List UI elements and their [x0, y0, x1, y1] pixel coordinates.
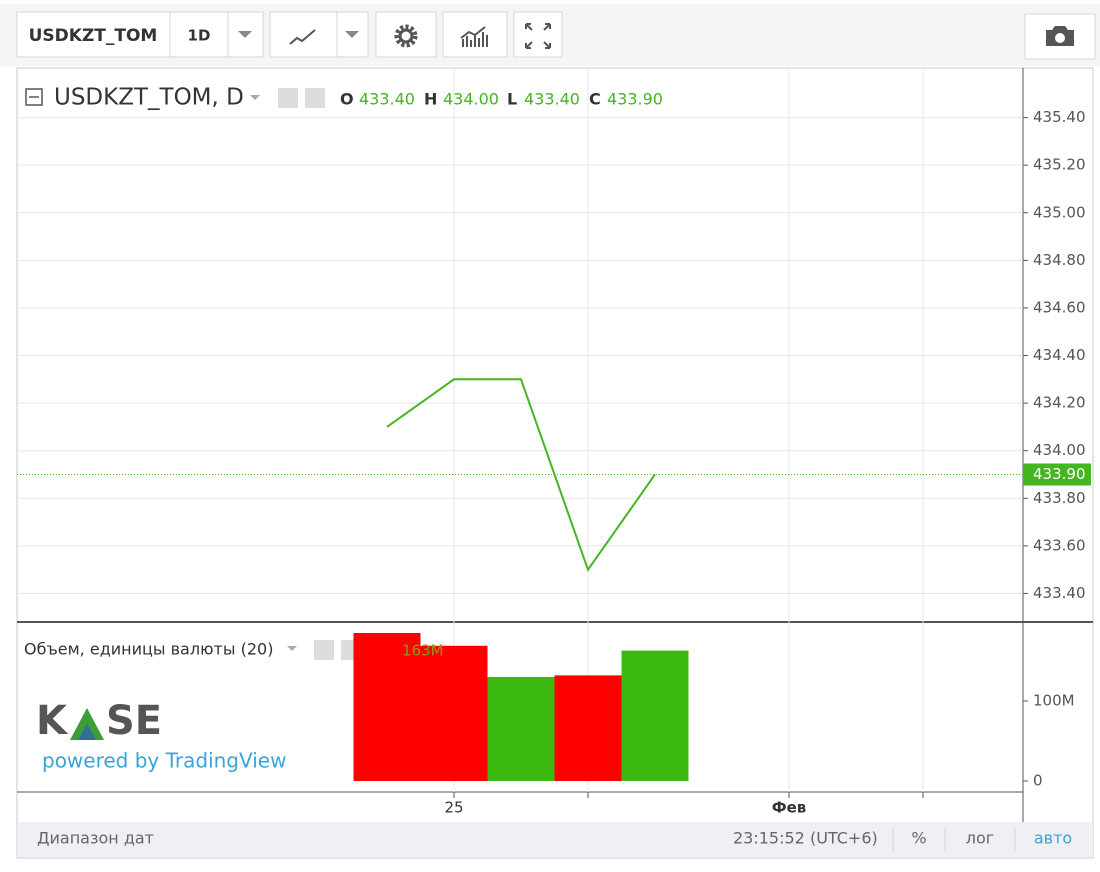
interval: 1D	[188, 27, 211, 45]
volume-bar	[353, 633, 421, 781]
ohlc-letter: L	[507, 90, 517, 109]
camera-lens	[1055, 33, 1065, 43]
fullscreen-button[interactable]	[513, 11, 563, 58]
ohlc-value: 433.40	[524, 90, 580, 109]
logo-text: K	[36, 698, 69, 744]
auto-toggle[interactable]: авто	[1034, 829, 1072, 848]
date-range[interactable]: Диапазон дат	[37, 829, 154, 848]
last-price-label: 433.90	[1033, 465, 1086, 483]
y-tick-label: 434.00	[1033, 441, 1086, 459]
ohlc-value: 434.00	[443, 90, 499, 109]
y-tick-label: 433.60	[1033, 536, 1086, 554]
volume-bar	[621, 650, 689, 781]
price-line	[386, 378, 656, 572]
y-tick-label: 434.20	[1033, 394, 1086, 412]
y-tick-label: 435.20	[1033, 156, 1086, 174]
percent-toggle[interactable]: %	[911, 829, 926, 848]
y-tick-label: 433.80	[1033, 489, 1086, 507]
settings-button[interactable]	[375, 11, 437, 58]
x-tick-label: Фев	[772, 799, 807, 817]
ohlc-letter: C	[589, 90, 601, 109]
logo-text: SE	[106, 698, 162, 744]
volume-bar	[487, 677, 555, 781]
logo-triangle	[78, 724, 96, 740]
collapse-icon[interactable]	[25, 88, 43, 106]
y-tick-label: 433.40	[1033, 584, 1086, 602]
y-tick-label: 434.60	[1033, 298, 1086, 316]
y-tick-label: 100M	[1033, 692, 1075, 710]
fullscreen-icon	[525, 23, 551, 49]
y-tick-label: 434.80	[1033, 251, 1086, 269]
ohlc-value: 433.90	[607, 90, 663, 109]
symbol: USDKZT_TOM	[29, 26, 158, 46]
symbol-button[interactable]	[16, 11, 171, 58]
ohlc-letter: O	[340, 90, 354, 109]
log-toggle[interactable]: лог	[966, 829, 994, 848]
ohlc-value: 433.40	[359, 90, 415, 109]
settings-icon[interactable]	[305, 88, 325, 108]
gear-icon	[394, 24, 418, 48]
volume-bar	[420, 645, 488, 781]
dropdown-arrow	[238, 31, 252, 38]
volume-value: 163M	[402, 642, 444, 660]
grid	[17, 68, 1023, 792]
y-tick-label: 0	[1033, 772, 1043, 790]
last-price-box	[1023, 463, 1091, 486]
eye-icon[interactable]	[278, 88, 298, 108]
volume-bar	[554, 675, 622, 781]
series-title: USDKZT_TOM, D	[54, 85, 244, 111]
x-tick-label: 25	[444, 799, 463, 817]
style-dropdown[interactable]	[336, 11, 369, 58]
volume-title: Объем, единицы валюты (20)	[24, 640, 273, 659]
eye-icon[interactable]	[314, 640, 334, 660]
y-tick-label: 435.00	[1033, 203, 1086, 221]
footer	[18, 822, 1093, 857]
ohlc-letter: H	[424, 90, 437, 109]
y-tick-label: 435.40	[1033, 108, 1086, 126]
logo-tagline[interactable]: powered by TradingView	[42, 749, 286, 773]
indicators-icon	[460, 26, 488, 47]
line-icon	[289, 29, 316, 45]
chart-style-button[interactable]	[269, 11, 338, 58]
dropdown-arrow	[287, 646, 297, 651]
dropdown-arrow	[250, 95, 260, 100]
gear-icon	[398, 28, 414, 44]
dropdown-arrow	[345, 31, 359, 38]
clock: 23:15:52 (UTC+6)	[733, 829, 878, 848]
y-tick-label: 434.40	[1033, 346, 1086, 364]
